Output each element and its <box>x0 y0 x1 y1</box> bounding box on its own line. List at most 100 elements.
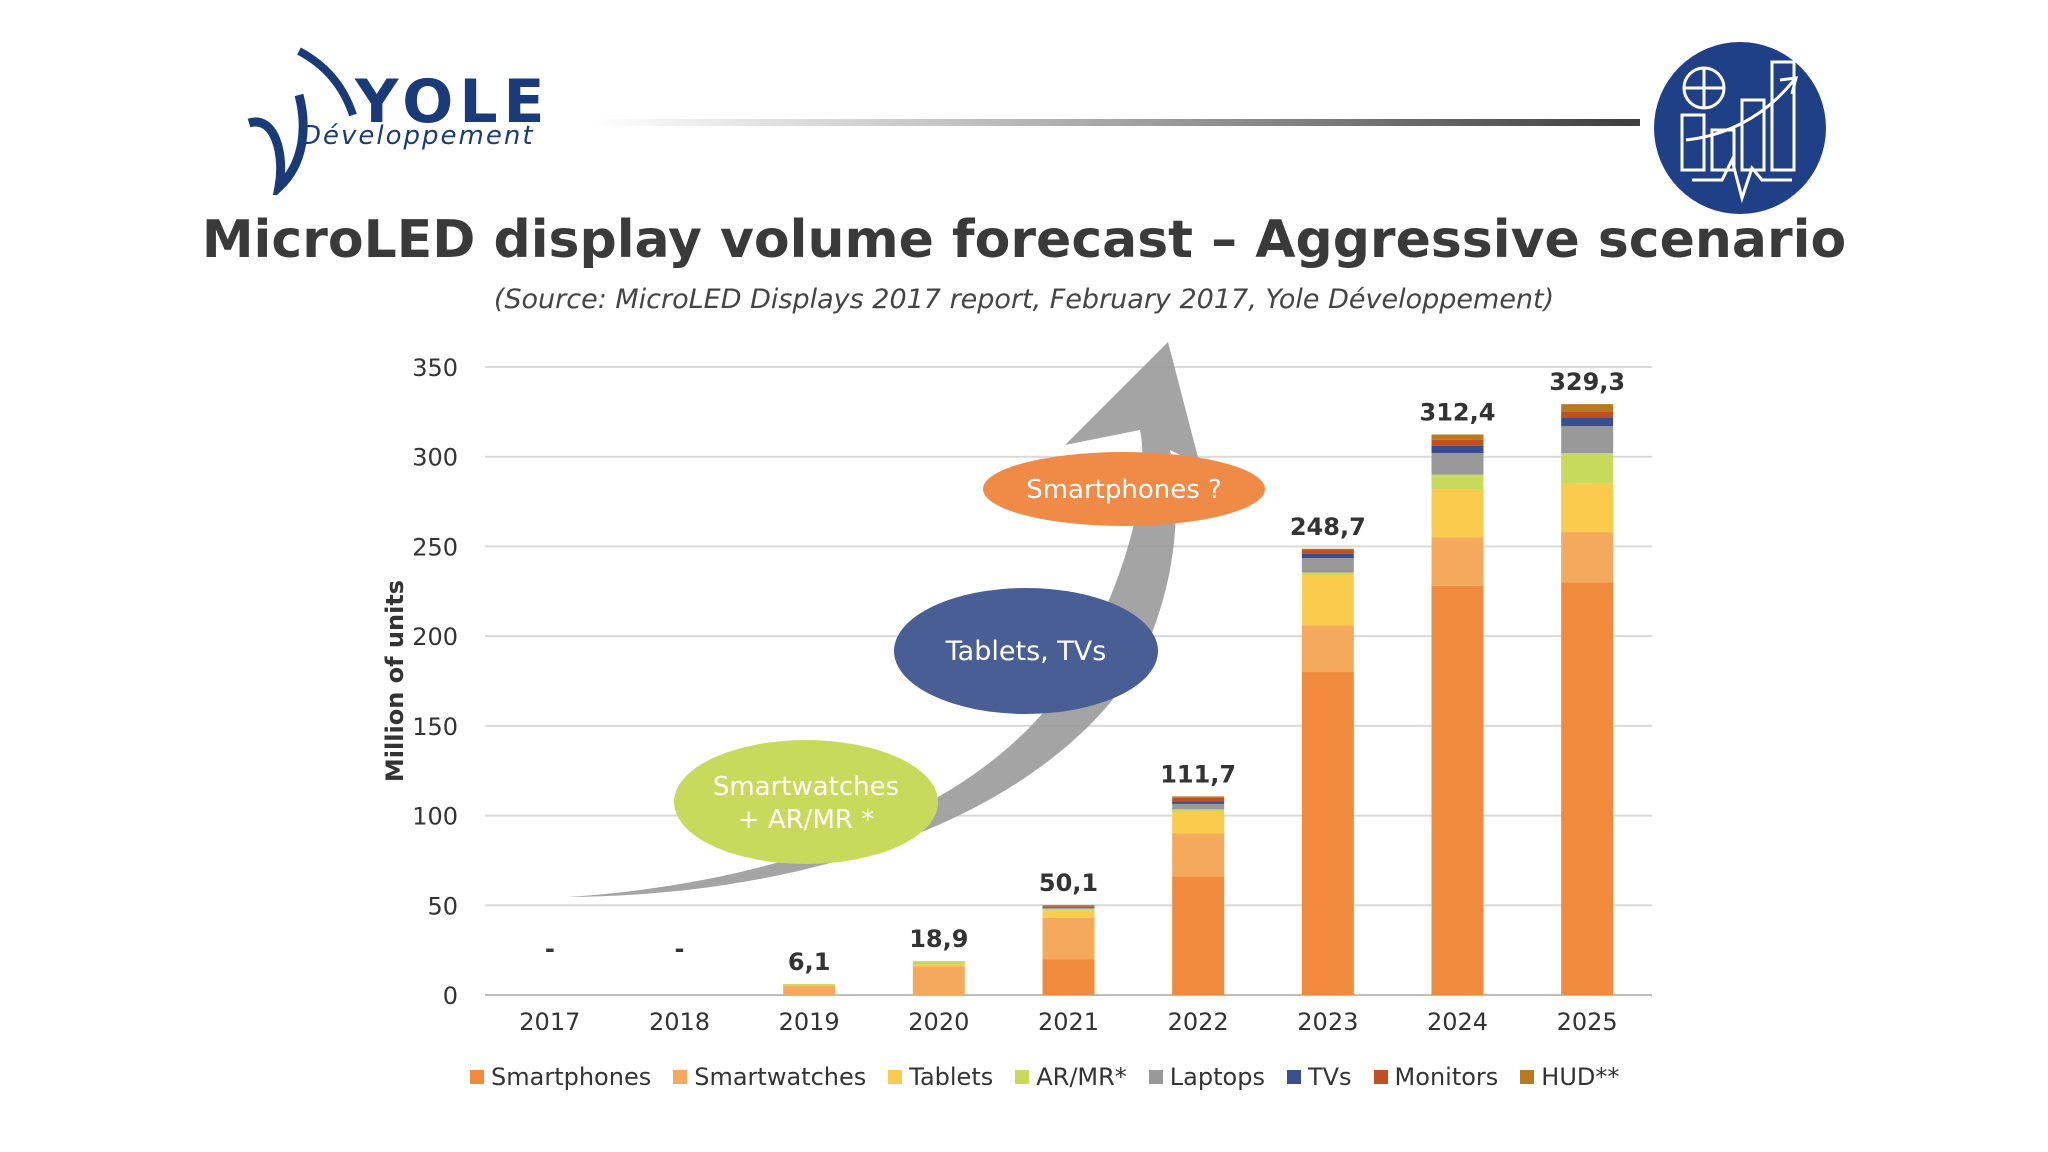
y-tick-label: 300 <box>412 444 458 472</box>
legend-item: AR/MR* <box>1015 1063 1127 1091</box>
annotation-smartwatches-line2: + AR/MR * <box>738 805 874 835</box>
bar-segment-laptops <box>1431 453 1484 475</box>
bar-total-label: 248,7 <box>1290 513 1366 541</box>
bar-segment-tablets <box>1042 910 1095 918</box>
bar-segment-tvs <box>1431 445 1484 454</box>
bar-segment-monitors <box>1042 906 1095 908</box>
x-tick-label: 2019 <box>779 1008 840 1036</box>
bar-segment-hud <box>1172 796 1225 798</box>
annotation-smartwatches-bubble <box>674 740 938 864</box>
bar-segment-smartwatches <box>783 986 836 995</box>
legend-item: Laptops <box>1148 1063 1265 1091</box>
bar-segment-hud <box>1301 548 1354 551</box>
legend-item: HUD** <box>1520 1063 1619 1091</box>
legend-label: Laptops <box>1169 1063 1265 1091</box>
legend-item: Tablets <box>888 1063 993 1091</box>
legend-label: Monitors <box>1394 1063 1499 1091</box>
bar-segment-tablets <box>1301 575 1354 626</box>
bar-segment-hud <box>1431 434 1484 440</box>
bar-segment-armr <box>1431 474 1484 490</box>
annotation-tablets-bubble <box>894 588 1158 714</box>
x-tick-label: 2022 <box>1168 1008 1229 1036</box>
yole-logo: YOLE Développement <box>235 45 545 200</box>
bar-segment-smartwatches <box>1042 917 1095 960</box>
legend-item: TVs <box>1286 1063 1352 1091</box>
annotation-smartwatches-line1: Smartwatches <box>713 772 899 802</box>
bar-segment-smartphones <box>1172 876 1225 995</box>
bar-segment-tablets <box>1561 483 1614 533</box>
bar-segment-laptops <box>1301 558 1354 573</box>
bar-segment-smartphones <box>1301 672 1354 995</box>
bar-segment-smartphones <box>1431 585 1484 995</box>
bar-segment-laptops <box>1172 803 1225 810</box>
annotation-smartphones-bubble <box>983 452 1265 526</box>
bar-total-label: 18,9 <box>909 925 968 953</box>
bar-segment-armr <box>783 984 836 987</box>
x-tick-label: 2023 <box>1297 1008 1358 1036</box>
bar-segment-laptops <box>1561 426 1614 454</box>
bar-segment-smartwatches <box>1431 537 1484 586</box>
legend-swatch <box>888 1070 903 1084</box>
bar-segment-monitors <box>1172 797 1225 802</box>
y-tick-label: 200 <box>412 623 458 651</box>
legend-swatch <box>1373 1070 1388 1084</box>
chart-legend: Smartphones Smartwatches Tablets AR/MR* Lapt… <box>470 1063 1619 1091</box>
bar-total-label: - <box>545 935 555 963</box>
bar-segment-monitors <box>1301 550 1354 554</box>
bar-segment-hud <box>1042 905 1095 907</box>
yole-logo-mark <box>247 47 357 200</box>
x-tick-label: 2024 <box>1427 1008 1488 1036</box>
legend-swatch <box>470 1070 484 1084</box>
legend-label: Smartwatches <box>694 1063 867 1091</box>
bar-segment-tablets <box>1431 489 1484 538</box>
y-tick-label: 100 <box>412 803 458 831</box>
legend-swatch <box>673 1070 688 1084</box>
legend-label: Tablets <box>909 1063 994 1091</box>
y-tick-label: 50 <box>427 892 458 920</box>
legend-swatch <box>1015 1070 1030 1084</box>
bar-total-label: 50,1 <box>1039 869 1098 897</box>
bar-segment-tvs <box>1172 801 1225 804</box>
legend-label: TVs <box>1307 1063 1352 1091</box>
bar-segment-monitors <box>1561 411 1614 418</box>
y-tick-label: 150 <box>412 713 458 741</box>
bar-segment-armr <box>1301 572 1354 576</box>
bar-total-label: 111,7 <box>1160 760 1236 788</box>
bar-total-label: 6,1 <box>788 948 831 976</box>
legend-swatch <box>1286 1070 1301 1084</box>
bar-segment-smartwatches <box>1561 532 1614 583</box>
logo-subtitle: Développement <box>301 121 535 151</box>
bar-total-label: 312,4 <box>1420 398 1496 426</box>
bar-segment-monitors <box>1431 439 1484 446</box>
bar-segment-armr <box>1172 809 1225 812</box>
chart-subtitle: (Source: MicroLED Displays 2017 report, … <box>493 284 1555 315</box>
x-tick-label: 2020 <box>908 1008 969 1036</box>
y-tick-label: 0 <box>443 982 458 1010</box>
y-tick-label: 350 <box>412 354 458 382</box>
legend-swatch <box>1520 1070 1535 1084</box>
bar-segment-tvs <box>1561 417 1614 427</box>
bar-segment-smartwatches <box>912 966 965 995</box>
y-axis-label: Million of units <box>381 580 409 782</box>
bar-segment-smartwatches <box>1172 833 1225 877</box>
chart-title: MicroLED display volume forecast – Aggre… <box>201 210 1847 270</box>
bar-total-label: - <box>675 935 685 963</box>
bar-segment-smartwatches <box>1301 625 1354 673</box>
bar-segment-hud <box>1561 404 1614 412</box>
legend-label: AR/MR* <box>1036 1063 1127 1091</box>
bar-segment-tablets <box>1172 811 1225 834</box>
bar-segment-laptops <box>1042 907 1095 909</box>
legend-item: Monitors <box>1373 1063 1499 1091</box>
bar-segment-armr <box>912 961 965 965</box>
x-tick-label: 2018 <box>649 1008 710 1036</box>
bar-segment-tvs <box>1301 553 1354 559</box>
bar-segment-smartphones <box>1042 959 1095 995</box>
growth-chart-icon <box>1654 42 1826 214</box>
trend-arrow <box>568 342 1200 897</box>
y-tick-label: 250 <box>412 533 458 561</box>
legend-item: Smartwatches <box>673 1063 866 1091</box>
bar-segment-tablets <box>912 964 965 967</box>
bar-segment-armr <box>1042 908 1095 911</box>
header-divider <box>590 119 1640 126</box>
